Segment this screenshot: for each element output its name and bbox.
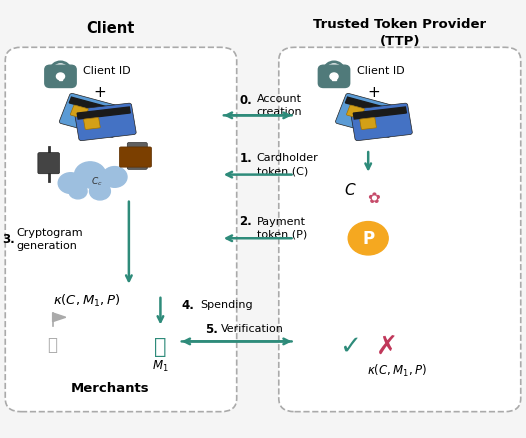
Text: P: P	[362, 230, 375, 248]
FancyBboxPatch shape	[38, 153, 59, 174]
Text: $\kappa(C, M_1, P)$: $\kappa(C, M_1, P)$	[367, 362, 427, 378]
Text: Account
creation: Account creation	[257, 94, 302, 117]
Bar	[353, 108, 407, 120]
Text: ✗: ✗	[376, 333, 398, 359]
Circle shape	[348, 222, 388, 255]
Text: Verification: Verification	[221, 324, 284, 333]
FancyBboxPatch shape	[127, 143, 147, 170]
Text: 4.: 4.	[181, 298, 194, 311]
Text: Client: Client	[86, 21, 135, 36]
Text: $C_c$: $C_c$	[92, 176, 103, 188]
Circle shape	[75, 162, 106, 188]
Text: 2.: 2.	[239, 215, 252, 228]
Circle shape	[89, 183, 110, 201]
Text: Cardholder
token (C): Cardholder token (C)	[257, 153, 318, 176]
Circle shape	[330, 74, 338, 81]
Text: 0.: 0.	[239, 94, 252, 107]
FancyBboxPatch shape	[360, 118, 377, 130]
Text: (TTP): (TTP)	[380, 35, 420, 48]
FancyBboxPatch shape	[350, 104, 412, 141]
Circle shape	[58, 173, 83, 194]
Text: Client ID: Client ID	[83, 66, 131, 76]
Bar	[59, 75, 62, 81]
FancyBboxPatch shape	[336, 94, 401, 138]
Text: Trusted Token Provider: Trusted Token Provider	[313, 18, 487, 31]
Text: Cryptogram
generation: Cryptogram generation	[17, 227, 84, 250]
FancyBboxPatch shape	[119, 148, 151, 168]
FancyBboxPatch shape	[84, 118, 100, 130]
Text: 🛒: 🛒	[154, 336, 167, 356]
Text: $\kappa(C, M_1, P)$: $\kappa(C, M_1, P)$	[53, 292, 120, 308]
Bar	[77, 108, 130, 120]
Polygon shape	[53, 313, 66, 322]
Text: $M_1$: $M_1$	[152, 358, 169, 373]
Text: 🛒: 🛒	[47, 335, 58, 353]
FancyBboxPatch shape	[74, 104, 136, 141]
Bar	[69, 98, 122, 117]
Text: Client ID: Client ID	[357, 66, 404, 76]
Bar	[332, 75, 336, 81]
Text: 3.: 3.	[3, 232, 15, 245]
FancyBboxPatch shape	[347, 106, 365, 120]
FancyBboxPatch shape	[70, 106, 88, 120]
FancyBboxPatch shape	[59, 94, 125, 138]
FancyBboxPatch shape	[318, 66, 350, 88]
Text: 1.: 1.	[239, 152, 252, 165]
Text: 5.: 5.	[205, 322, 218, 335]
Text: +: +	[94, 85, 106, 99]
Text: Merchants: Merchants	[71, 381, 150, 394]
Text: Payment
token (P): Payment token (P)	[257, 216, 307, 239]
FancyBboxPatch shape	[279, 48, 521, 412]
Circle shape	[102, 167, 127, 188]
Text: ✿: ✿	[367, 191, 380, 205]
FancyBboxPatch shape	[45, 66, 76, 88]
Text: Spending: Spending	[200, 300, 252, 309]
Text: ✓: ✓	[339, 333, 361, 359]
Text: +: +	[367, 85, 380, 99]
Circle shape	[69, 184, 87, 199]
Circle shape	[56, 74, 65, 81]
FancyBboxPatch shape	[5, 48, 237, 412]
Bar	[346, 98, 398, 117]
Text: C: C	[345, 183, 355, 198]
